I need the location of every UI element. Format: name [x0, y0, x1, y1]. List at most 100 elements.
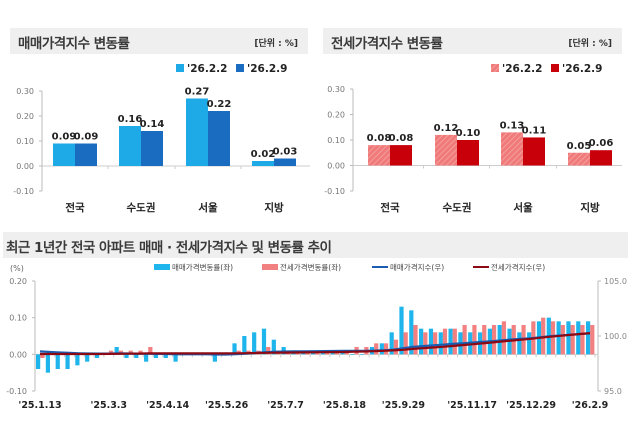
y-tick-label: 0.10 — [16, 137, 34, 146]
legend-label: '26.2.9 — [562, 63, 602, 75]
y-tick-label: 0.30 — [16, 87, 34, 96]
sale-change-bar — [448, 328, 453, 355]
data-label: 0.09 — [52, 132, 77, 143]
jeonse-change-bar — [433, 332, 438, 355]
sale-change-bar — [350, 354, 355, 355]
jeonse-chart-unit: [단위 : %] — [568, 39, 612, 49]
legend-label: 전세가격변동률(좌) — [280, 262, 341, 272]
legend-swatch — [262, 264, 278, 270]
category-label: 수도권 — [443, 202, 472, 214]
sale-change-bar — [379, 343, 384, 355]
category-label: 지방 — [264, 201, 284, 214]
data-label: 0.14 — [140, 119, 165, 130]
jeonse-change-bar — [452, 328, 457, 355]
jeonse-change-bar — [580, 325, 585, 355]
data-label: 0.08 — [367, 133, 392, 144]
jeonse-change-bar — [413, 325, 418, 355]
data-label: 0.27 — [185, 87, 210, 98]
x-tick-label: '25.5.26 — [205, 400, 249, 411]
y-tick-label: -0.10 — [13, 187, 34, 196]
y-tick-label: 0.00 — [327, 162, 345, 171]
sale-chart-header: 매매가격지수 변동률 [단위 : %] — [10, 28, 308, 54]
x-tick-label: '26.2.9 — [572, 400, 609, 411]
sale-change-bar — [389, 332, 394, 355]
data-label: 0.13 — [500, 120, 525, 131]
sale-change-bar — [55, 354, 60, 369]
right-tick-label: 95.0 — [604, 387, 622, 396]
bar-second — [390, 145, 412, 166]
sale-change-bar — [586, 321, 591, 355]
legend-label: '26.2.2 — [502, 63, 542, 75]
legend-label: 전세가격지수(우) — [491, 262, 545, 272]
data-label: 0.06 — [589, 138, 614, 149]
bar-second — [523, 137, 545, 166]
sale-change-bar — [271, 339, 276, 355]
sale-change-bar — [36, 354, 41, 369]
legend-label: 매매가격지수(우) — [390, 262, 444, 272]
x-tick-label: '25.7.7 — [267, 400, 304, 411]
category-label: 지방 — [580, 201, 600, 214]
left-tick-label: 0.00 — [9, 350, 27, 359]
data-label: 0.11 — [522, 125, 547, 136]
legend-swatch — [176, 64, 184, 72]
jeonse-chart-header: 전세가격지수 변동률 [단위 : %] — [323, 28, 622, 54]
sale-chart-unit: [단위 : %] — [254, 39, 298, 49]
jeonse-change-bar — [462, 325, 467, 355]
category-label: 전국 — [65, 201, 85, 214]
jeonse-change-bar — [403, 332, 408, 355]
jeonse-change-bar — [423, 332, 428, 355]
x-tick-label: '25.8.18 — [323, 400, 367, 411]
category-label: 수도권 — [127, 202, 156, 214]
data-label: 0.16 — [118, 114, 143, 125]
category-label: 전국 — [380, 201, 400, 214]
jeonse-change-bar — [383, 343, 389, 355]
x-tick-label: '25.1.13 — [18, 400, 61, 411]
data-label: 0.03 — [273, 147, 298, 158]
sale-change-bar — [261, 328, 267, 355]
legend-label: '26.2.9 — [247, 63, 287, 75]
sale-change-bar — [124, 354, 129, 358]
sale-change-bar — [45, 354, 51, 373]
y-tick-label: 0.00 — [16, 162, 34, 171]
left-tick-label: 0.10 — [9, 314, 27, 323]
jeonse-change-bar — [266, 347, 271, 355]
sale-change-bar — [242, 336, 247, 355]
x-tick-label: '25.9.29 — [382, 400, 425, 411]
data-label: 0.05 — [567, 141, 592, 152]
sale-change-bar — [153, 354, 159, 358]
left-tick-label: 0.20 — [9, 277, 27, 286]
bar-first — [368, 145, 390, 166]
left-tick-label: -0.10 — [6, 387, 27, 396]
jeonse-chart-title: 전세가격지수 변동률 — [331, 36, 443, 52]
category-label: 서울 — [513, 201, 533, 214]
jeonse-change-bar — [393, 339, 398, 355]
legend-swatch — [154, 264, 170, 270]
jeonse-change-bar — [560, 325, 565, 355]
jeonse-change-bar — [491, 325, 497, 355]
sale-change-bar — [75, 354, 80, 366]
bar-first — [119, 126, 141, 166]
sale-change-bar — [94, 354, 100, 358]
jeonse-change-bar — [374, 343, 379, 355]
sale-change-bar — [438, 332, 443, 355]
bar-first — [501, 132, 523, 166]
legend-swatch — [551, 64, 559, 72]
bar-second — [274, 158, 296, 166]
jeonse-change-bar — [590, 325, 595, 355]
sale-change-bar — [173, 354, 178, 362]
sale-change-bar — [517, 332, 522, 355]
jeonse-change-bar — [501, 321, 507, 355]
sale-change-bar — [232, 343, 237, 355]
bar-first — [186, 98, 208, 166]
category-label: 서울 — [198, 201, 218, 214]
sale-chart-title: 매매가격지수 변동률 — [18, 36, 130, 52]
x-tick-label: '25.3.3 — [90, 400, 127, 411]
trend-chart-header: 최근 1년간 전국 아파트 매매 · 전세가격지수 및 변동률 추이 — [3, 232, 628, 258]
jeonse-change-bar — [570, 325, 575, 355]
y-tick-label: 0.30 — [327, 85, 345, 94]
bar-first — [568, 152, 590, 166]
jeonse-change-bar — [550, 321, 556, 355]
data-label: 0.22 — [207, 99, 232, 110]
y-tick-label: 0.20 — [16, 112, 34, 121]
